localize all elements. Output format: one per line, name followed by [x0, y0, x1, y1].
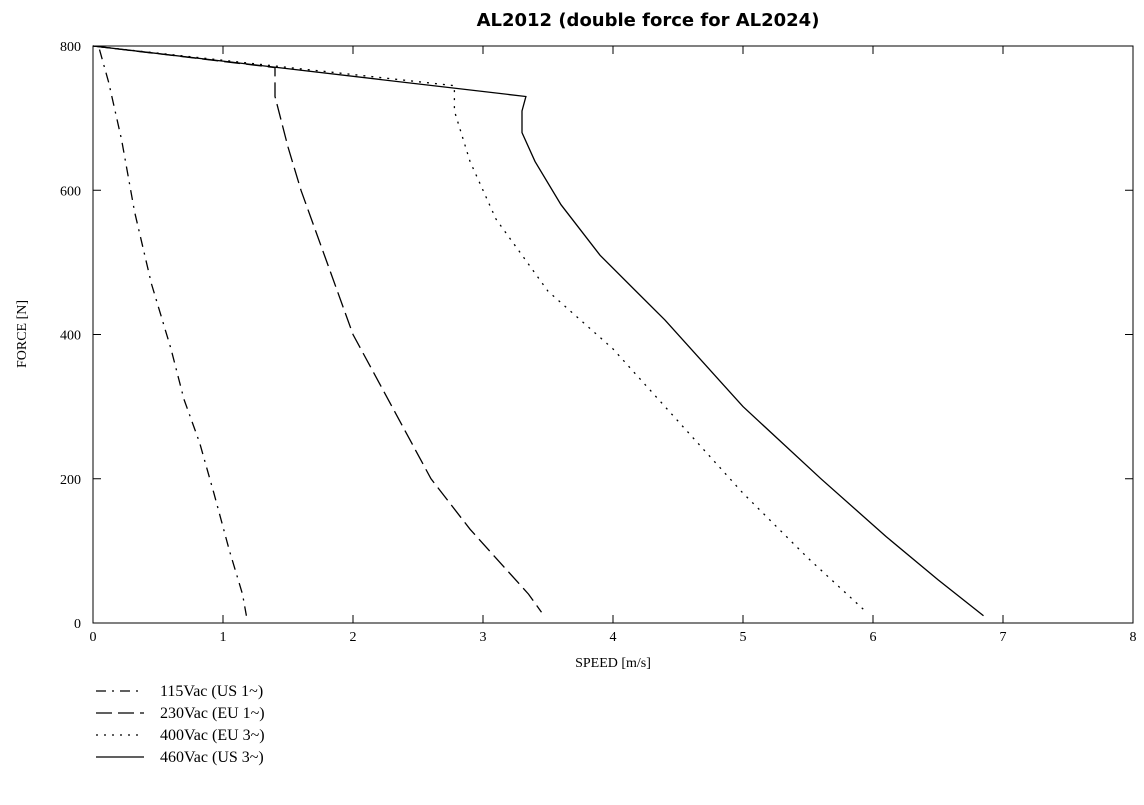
x-tick-label: 7 — [1000, 630, 1007, 645]
y-tick-label: 800 — [60, 40, 81, 55]
x-tick-label: 6 — [870, 630, 877, 645]
x-axis-ticks: 0 1 2 3 4 5 6 7 8 — [90, 46, 1137, 645]
x-tick-label: 2 — [350, 630, 357, 645]
x-tick-label: 4 — [610, 630, 617, 645]
y-tick-label: 200 — [60, 473, 81, 488]
y-axis-ticks: 0 200 400 600 800 — [60, 40, 1133, 632]
x-tick-label: 1 — [220, 630, 227, 645]
x-tick-label: 8 — [1130, 630, 1137, 645]
series-line-2 — [92, 45, 543, 613]
x-tick-label: 3 — [480, 630, 487, 645]
series-line-4 — [92, 45, 984, 617]
plot-frame — [92, 45, 1134, 624]
legend-label: 230Vac (EU 1~) — [160, 705, 265, 722]
legend-label: 400Vac (EU 3~) — [160, 727, 265, 744]
series-line-3 — [92, 45, 867, 613]
y-axis-label: FORCE [N] — [15, 300, 30, 368]
y-tick-label: 400 — [60, 329, 81, 344]
x-tick-label: 0 — [90, 630, 97, 645]
x-tick-label: 5 — [740, 630, 747, 645]
legend: 115Vac (US 1~) 230Vac (EU 1~) 400Vac (EU 3… — [96, 683, 265, 766]
x-axis-label: SPEED [m/s] — [575, 656, 651, 671]
legend-label: 115Vac (US 1~) — [160, 683, 263, 700]
series-lines — [92, 45, 984, 617]
y-tick-label: 0 — [74, 617, 81, 632]
series-line-1 — [98, 49, 248, 616]
legend-label: 460Vac (US 3~) — [160, 749, 264, 766]
y-tick-label: 600 — [60, 184, 81, 199]
chart-title: AL2012 (double force for AL2024) — [477, 10, 820, 31]
